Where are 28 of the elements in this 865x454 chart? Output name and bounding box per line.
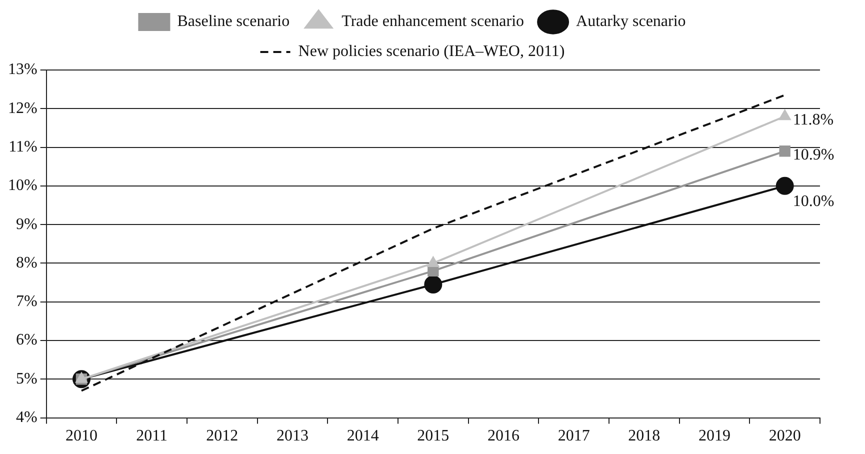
x-tick-label: 2017: [558, 428, 590, 445]
x-tick-label: 2020: [768, 428, 801, 445]
legend-label: New policies scenario (IEA–WEO, 2011): [298, 43, 565, 60]
x-tick-label: 2018: [628, 428, 660, 445]
x-tick-label: 2012: [206, 428, 238, 445]
y-tick-label: 12%: [8, 100, 38, 117]
x-tick-label: 2015: [417, 428, 450, 445]
legend-label: Trade enhancement scenario: [342, 13, 524, 30]
legend-label: Autarky scenario: [576, 13, 686, 30]
y-tick-label: 11%: [8, 138, 38, 156]
y-tick-label: 9%: [16, 216, 38, 233]
x-tick-label: 2013: [276, 428, 308, 445]
x-tick-label: 2014: [346, 428, 379, 445]
x-tick-label: 2011: [136, 428, 168, 445]
y-tick-label: 10%: [8, 177, 38, 194]
y-tick-label: 13%: [8, 61, 38, 78]
x-tick-label: 2016: [488, 428, 520, 445]
legend-label: Baseline scenario: [177, 13, 290, 30]
y-tick-label: 8%: [16, 254, 38, 272]
x-tick-label: 2010: [65, 428, 98, 445]
data-label: 10.0%: [792, 193, 834, 210]
y-tick-label: 6%: [16, 332, 38, 349]
data-label: 11.8%: [792, 112, 834, 129]
y-tick-label: 7%: [16, 293, 38, 310]
data-label: 10.9%: [792, 146, 834, 164]
y-tick-label: 4%: [16, 409, 38, 426]
y-tick-label: 5%: [16, 370, 38, 388]
x-tick-label: 2019: [698, 428, 730, 445]
